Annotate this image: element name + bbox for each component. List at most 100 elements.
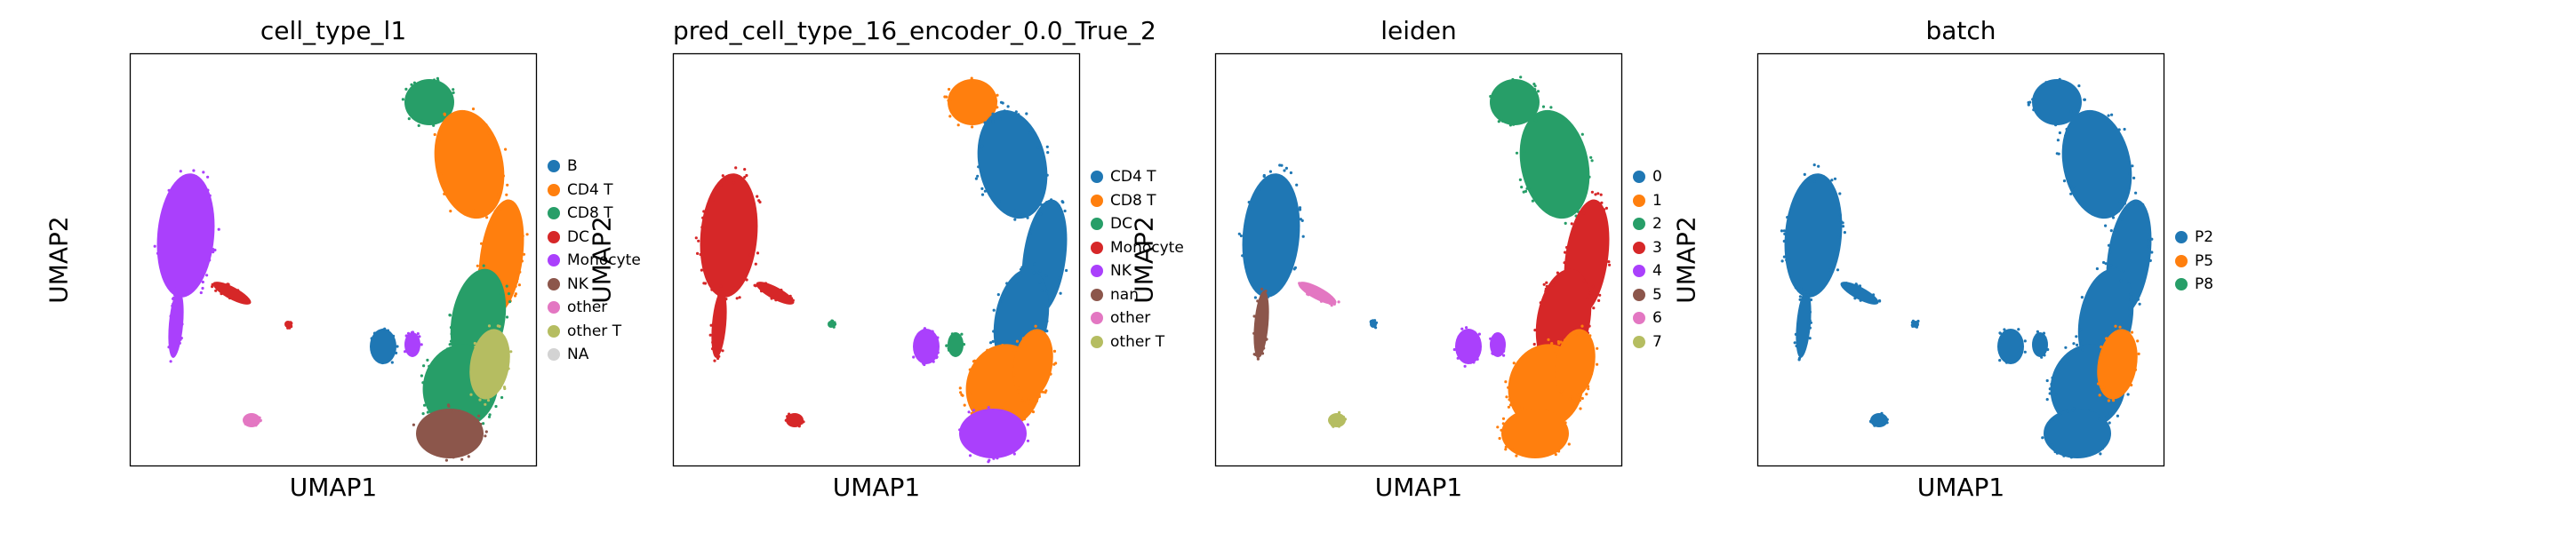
cell-point — [452, 318, 455, 322]
cell-point — [2055, 152, 2059, 155]
cell-point — [502, 339, 506, 343]
cell-point — [711, 347, 715, 351]
cell-point — [167, 197, 171, 201]
cell-point — [2106, 210, 2109, 213]
cell-point — [426, 410, 429, 414]
cell-point — [1510, 448, 1515, 451]
cell-point — [1022, 418, 1027, 421]
cell-point — [487, 227, 491, 230]
legend-marker — [1091, 335, 1103, 348]
cell-point — [2071, 190, 2075, 194]
cell-point — [780, 288, 783, 292]
cell-point — [1036, 146, 1040, 149]
cell-point — [1607, 260, 1611, 264]
legend-item: P8 — [2175, 273, 2213, 297]
cell-point — [1544, 287, 1548, 290]
cell-point — [2126, 330, 2130, 334]
legend-item: CD4 T — [1091, 165, 1184, 189]
cell-point — [1017, 113, 1020, 116]
cell-point — [1544, 290, 1548, 293]
cluster-b-cluster — [912, 327, 940, 367]
cell-point — [1337, 300, 1340, 304]
cell-point — [2106, 266, 2109, 270]
panel-4-ylabel: UMAP2 — [1671, 216, 1701, 304]
cell-point — [1599, 193, 1603, 196]
cell-point — [699, 252, 702, 257]
cell-point — [943, 95, 947, 99]
cell-point — [1034, 324, 1037, 328]
cell-point — [1498, 436, 1501, 441]
cell-point — [1565, 430, 1569, 434]
cell-point — [1783, 232, 1787, 235]
cell-point — [1602, 269, 1605, 273]
cell-point — [494, 391, 498, 394]
cluster-t-top — [2027, 77, 2086, 127]
cluster-b-side — [1489, 332, 1506, 357]
cell-point — [479, 422, 483, 426]
cell-point — [912, 355, 916, 359]
plot-frame — [129, 52, 538, 467]
legend-item: CD8 T — [548, 202, 641, 226]
legend-label: other — [1110, 309, 1151, 328]
cell-point — [1580, 132, 1584, 136]
cell-point — [2130, 330, 2134, 334]
cell-point — [407, 117, 411, 121]
cell-point — [1011, 347, 1014, 352]
cell-point — [947, 99, 950, 102]
cell-point — [996, 293, 1000, 297]
cell-point — [991, 339, 995, 343]
cell-point — [1044, 379, 1047, 383]
cell-point — [497, 192, 500, 195]
cell-point — [791, 298, 795, 302]
cluster-body — [2044, 409, 2111, 458]
cell-point — [1533, 329, 1537, 332]
cell-point — [1062, 230, 1067, 234]
cell-point — [498, 386, 502, 390]
cell-point — [161, 213, 165, 217]
cell-point — [505, 193, 508, 196]
cell-point — [1841, 221, 1844, 225]
cell-point — [1465, 326, 1468, 330]
cell-point — [1798, 295, 1802, 298]
cell-point — [958, 386, 962, 390]
legend-item: 1 — [1633, 189, 1662, 213]
cluster-body — [2032, 79, 2082, 125]
cell-point — [1591, 349, 1596, 354]
legend-label: Monocyte — [1110, 238, 1184, 257]
legend-marker — [1633, 241, 1645, 254]
cell-point — [1590, 159, 1594, 163]
cell-point — [404, 334, 408, 338]
cell-point — [487, 324, 492, 328]
cell-point — [1524, 171, 1529, 175]
cell-point — [1001, 299, 1004, 303]
cell-point — [1566, 263, 1570, 267]
cell-point — [404, 87, 408, 91]
cell-point — [2003, 328, 2006, 331]
cell-point — [970, 76, 973, 80]
cell-point — [484, 237, 488, 241]
cluster-dc-small — [1369, 319, 1379, 330]
panel-2-title: pred_cell_type_16_encoder_0.0_True_2 — [673, 16, 1156, 45]
legend-label: B — [567, 157, 578, 176]
cell-point — [986, 348, 989, 352]
cell-point — [421, 381, 425, 385]
cell-point — [159, 251, 163, 256]
cluster-body — [404, 79, 454, 125]
cell-point — [1586, 297, 1589, 300]
cell-point — [992, 308, 996, 312]
cell-point — [1239, 234, 1243, 238]
cell-point — [1044, 389, 1048, 393]
cell-point — [694, 236, 698, 240]
cell-point — [1026, 423, 1029, 426]
cell-point — [449, 409, 452, 412]
cell-point — [2012, 360, 2016, 363]
cluster-monocyte — [694, 166, 762, 300]
cell-point — [2121, 216, 2124, 219]
cluster-body — [416, 409, 484, 458]
cell-point — [2056, 120, 2060, 123]
cell-point — [2080, 296, 2084, 299]
cell-point — [2075, 335, 2078, 338]
cell-point — [1564, 338, 1567, 342]
cell-point — [721, 174, 724, 178]
panel-1-title: cell_type_l1 — [260, 16, 407, 45]
